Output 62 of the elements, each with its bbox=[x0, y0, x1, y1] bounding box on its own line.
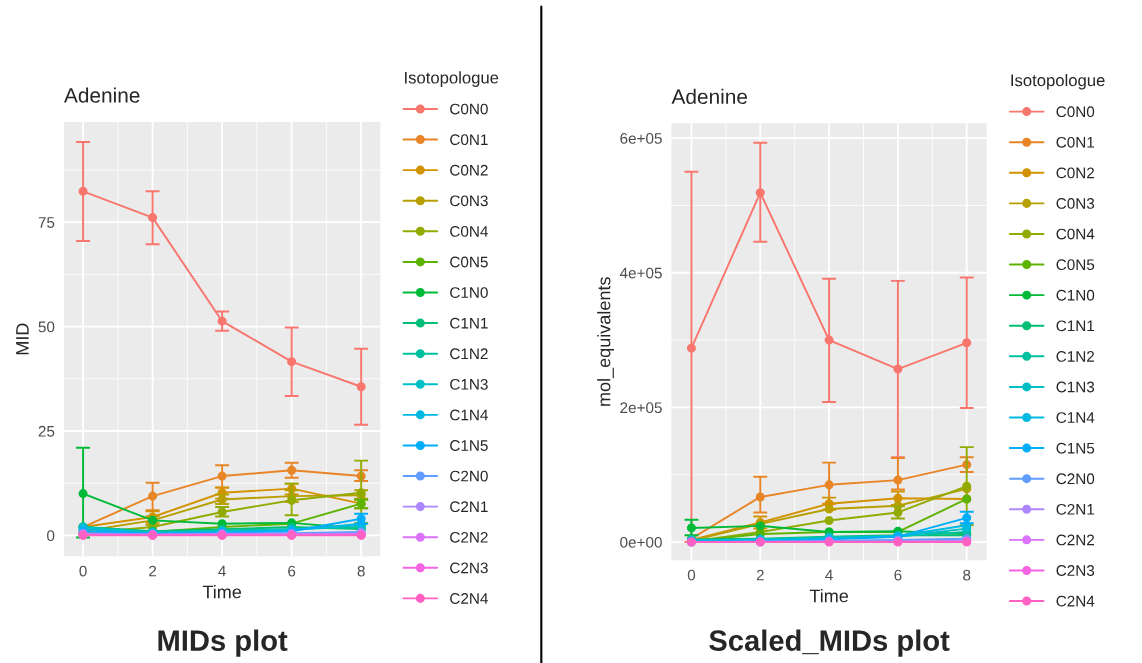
y-tick-label: 50 bbox=[38, 321, 55, 333]
legend-label: C2N0 bbox=[450, 470, 488, 482]
x-tick-label: 2 bbox=[149, 565, 157, 577]
y-tick-label: 4e+05 bbox=[619, 267, 662, 279]
legend-label: C0N2 bbox=[450, 164, 488, 176]
legend-label: C0N1 bbox=[450, 134, 488, 146]
legend-label: C1N1 bbox=[450, 317, 488, 329]
y-axis-title: MID bbox=[16, 323, 29, 355]
legend-label: C1N2 bbox=[1056, 351, 1095, 362]
x-tick-label: 8 bbox=[357, 565, 365, 577]
y-axis-title: mol_equivalents bbox=[597, 277, 615, 406]
legend-label: C0N5 bbox=[1056, 259, 1095, 271]
legend-label: C2N1 bbox=[1056, 503, 1095, 515]
x-axis-title: Time bbox=[809, 589, 849, 603]
y-tick-label: 0 bbox=[47, 530, 55, 542]
x-tick-label: 2 bbox=[756, 569, 764, 581]
y-tick-label: 2e+05 bbox=[620, 402, 662, 414]
x-tick-label: 4 bbox=[825, 569, 833, 581]
legend-label: C1N1 bbox=[1056, 320, 1095, 332]
legend-label: C2N2 bbox=[450, 531, 488, 543]
legend-label: C0N3 bbox=[450, 195, 488, 207]
legend-label: C0N2 bbox=[1056, 167, 1095, 179]
legend-label: C0N0 bbox=[1056, 106, 1095, 118]
x-tick-label: 6 bbox=[288, 565, 296, 577]
legend-label: C1N5 bbox=[450, 440, 488, 451]
x-tick-label: 6 bbox=[894, 569, 902, 581]
legend-label: C2N3 bbox=[450, 562, 488, 574]
legend-label: C2N3 bbox=[1056, 565, 1095, 576]
legend-label: C0N3 bbox=[1056, 198, 1095, 209]
legend-label: C0N1 bbox=[1056, 136, 1095, 148]
legend-label: C1N3 bbox=[450, 378, 488, 390]
chart-title: Adenine bbox=[63, 87, 140, 103]
x-tick-label: 4 bbox=[218, 565, 226, 577]
y-tick-label: 6e+05 bbox=[620, 133, 662, 144]
y-tick-label: 0e+00 bbox=[620, 536, 662, 548]
legend-label: C1N0 bbox=[450, 287, 488, 298]
legend-label: C0N4 bbox=[1056, 228, 1095, 240]
x-tick-label: 0 bbox=[687, 569, 696, 581]
x-axis-title: Time bbox=[202, 585, 242, 599]
legend-label: C2N4 bbox=[1056, 595, 1095, 607]
legend-title: Isotopologue bbox=[1011, 74, 1105, 90]
legend-label: C1N4 bbox=[1056, 412, 1095, 423]
legend-label: C0N5 bbox=[450, 256, 488, 268]
chart-title: Adenine bbox=[671, 88, 748, 105]
legend-label: C1N4 bbox=[450, 409, 488, 421]
legend-label: C0N4 bbox=[450, 225, 488, 237]
x-tick-label: 8 bbox=[963, 569, 971, 581]
legend-label: C2N1 bbox=[450, 501, 488, 513]
legend-label: C0N0 bbox=[450, 103, 488, 115]
y-tick-label: 25 bbox=[38, 425, 55, 437]
text: Scaled_MIDs plot bbox=[709, 629, 950, 657]
legend-label: C1N0 bbox=[1056, 289, 1095, 301]
legend-label: C1N2 bbox=[450, 348, 488, 360]
legend-label: C1N5 bbox=[1056, 442, 1095, 454]
legend-label: C2N0 bbox=[1056, 473, 1095, 485]
legend-title: Isotopologue bbox=[405, 71, 499, 87]
text: MIDs plot bbox=[158, 629, 288, 657]
y-tick-label: 75 bbox=[38, 217, 55, 228]
legend-label: C2N4 bbox=[450, 593, 488, 604]
legend-label: C2N2 bbox=[1056, 534, 1095, 546]
legend-label: C1N3 bbox=[1056, 381, 1095, 393]
x-tick-label: 0 bbox=[79, 565, 87, 577]
